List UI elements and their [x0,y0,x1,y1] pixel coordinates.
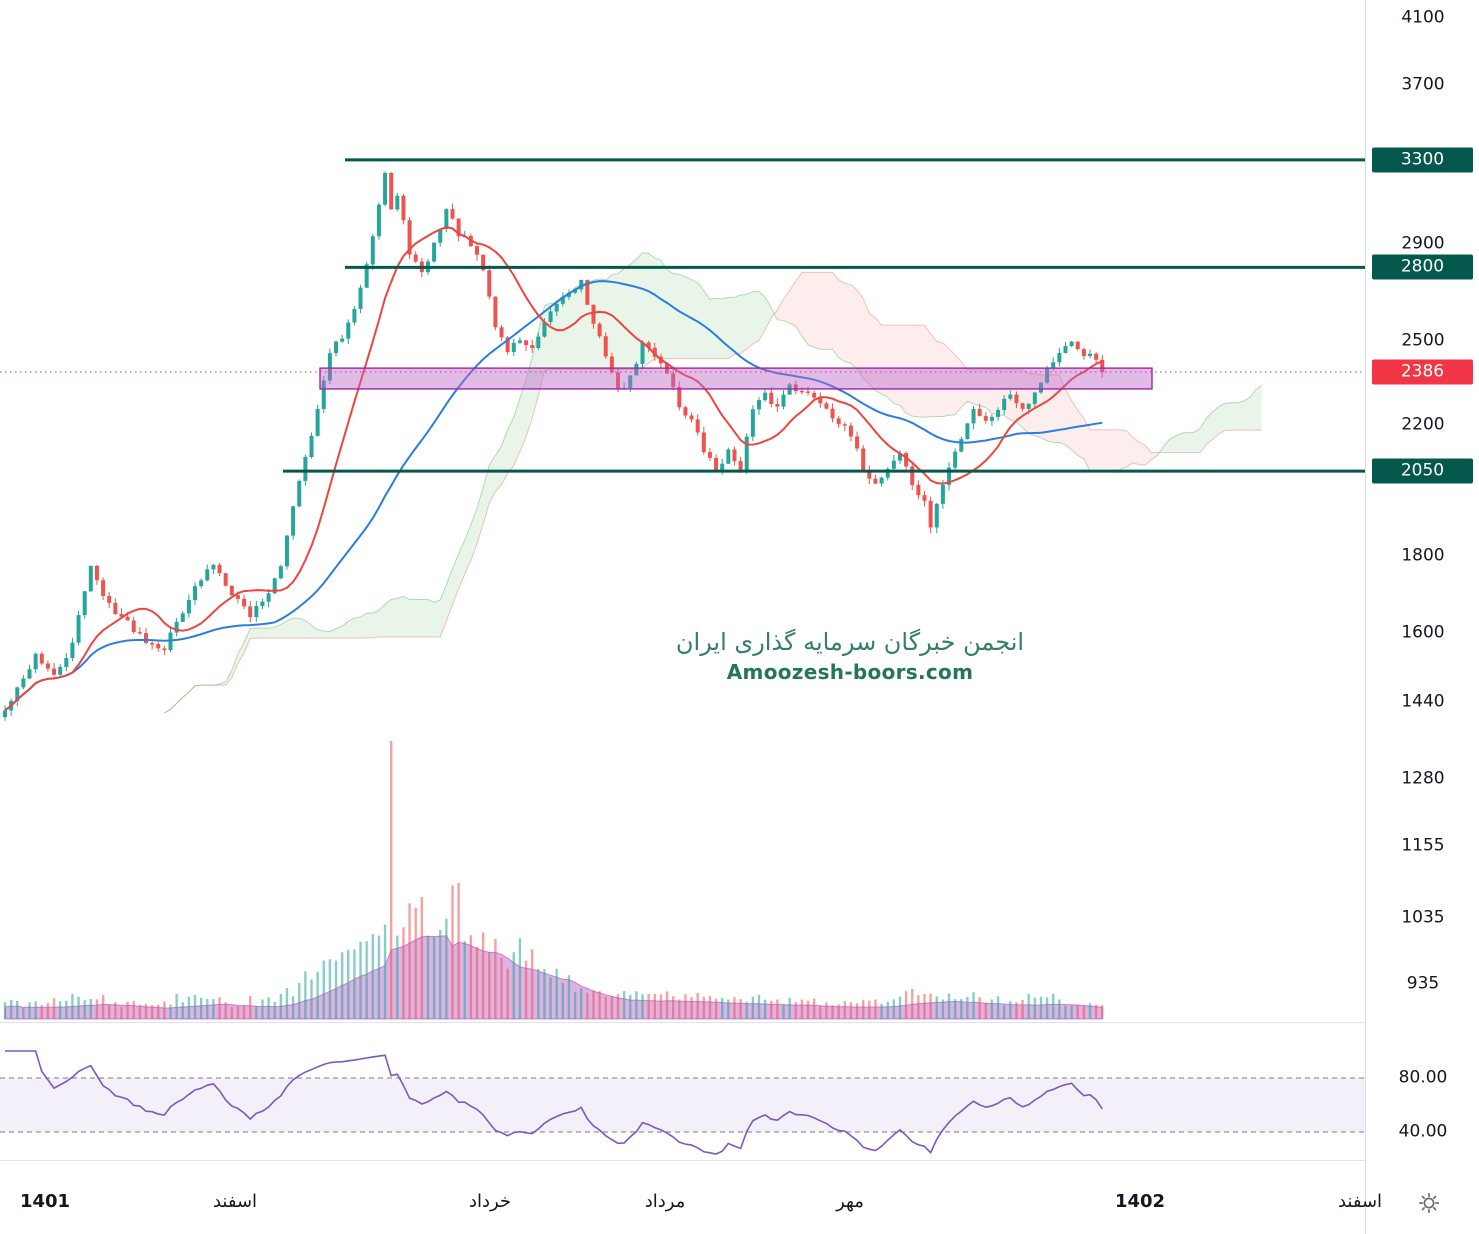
price-axis-label: 1280 [1401,768,1445,789]
price-axis-label: 935 [1406,973,1440,994]
time-axis[interactable]: 1401 اسفند خرداد مرداد مهر 1402 اسفند [0,1161,1479,1234]
price-axis-label: 2900 [1401,233,1445,254]
time-axis-label: 1402 [1114,1191,1166,1212]
price-axis-label: 1440 [1401,691,1445,712]
time-axis-label: خرداد [468,1191,512,1212]
time-axis-label: اسفند [212,1191,258,1212]
rsi-chart-canvas[interactable] [0,1022,1365,1160]
ma-fast-line[interactable] [4,226,1103,712]
rsi-axis-label: 80.00 [1398,1067,1448,1088]
price-chart-canvas[interactable] [0,0,1365,1022]
time-axis-label: مهر [836,1191,864,1212]
price-axis-label: 1800 [1401,545,1445,566]
level-price-badge: 2800 [1372,254,1473,280]
ichimoku-cloud-bearish [771,272,1158,473]
price-axis-label: 1155 [1401,835,1445,856]
candle-wicks-up [4,171,1091,721]
time-axis-label: مرداد [644,1191,686,1212]
rsi-axis-label: 40.00 [1398,1121,1448,1142]
price-axis[interactable]: 4100 3700 3300 2900 2800 2500 2386 2200 2050 1800… [1365,0,1479,1234]
pane-separator[interactable] [0,1160,1479,1161]
candle-wicks-down [41,172,1103,677]
price-axis-label: 1035 [1401,907,1445,928]
candle-bodies-down [39,173,1105,675]
price-axis-label: 3700 [1401,74,1445,95]
current-price-badge: 2386 [1372,359,1473,385]
time-axis-label: 1401 [19,1191,71,1212]
rsi-line[interactable] [5,1050,1103,1155]
supply-zone[interactable] [319,367,1153,390]
price-axis-label: 2200 [1401,414,1445,435]
time-axis-label: اسفند [1337,1191,1383,1212]
level-price-badge: 2050 [1372,458,1473,484]
ichimoku-cloud-bullish [164,252,1262,713]
ma-slow-line[interactable] [4,280,1103,712]
price-axis-label: 1600 [1401,622,1445,643]
pane-separator[interactable] [0,1022,1479,1023]
volume-bars-up [3,918,1092,1019]
price-axis-label: 2500 [1401,330,1445,351]
senkou-b-line [164,271,1262,714]
scale-settings-icon[interactable] [1418,1192,1440,1214]
candle-bodies-up [3,173,1093,718]
rsi-band [0,1078,1365,1132]
volume-bars-down [40,741,1104,1019]
senkou-a-line [164,252,1262,714]
level-price-badge: 3300 [1372,147,1473,173]
price-axis-label: 4100 [1401,7,1445,28]
